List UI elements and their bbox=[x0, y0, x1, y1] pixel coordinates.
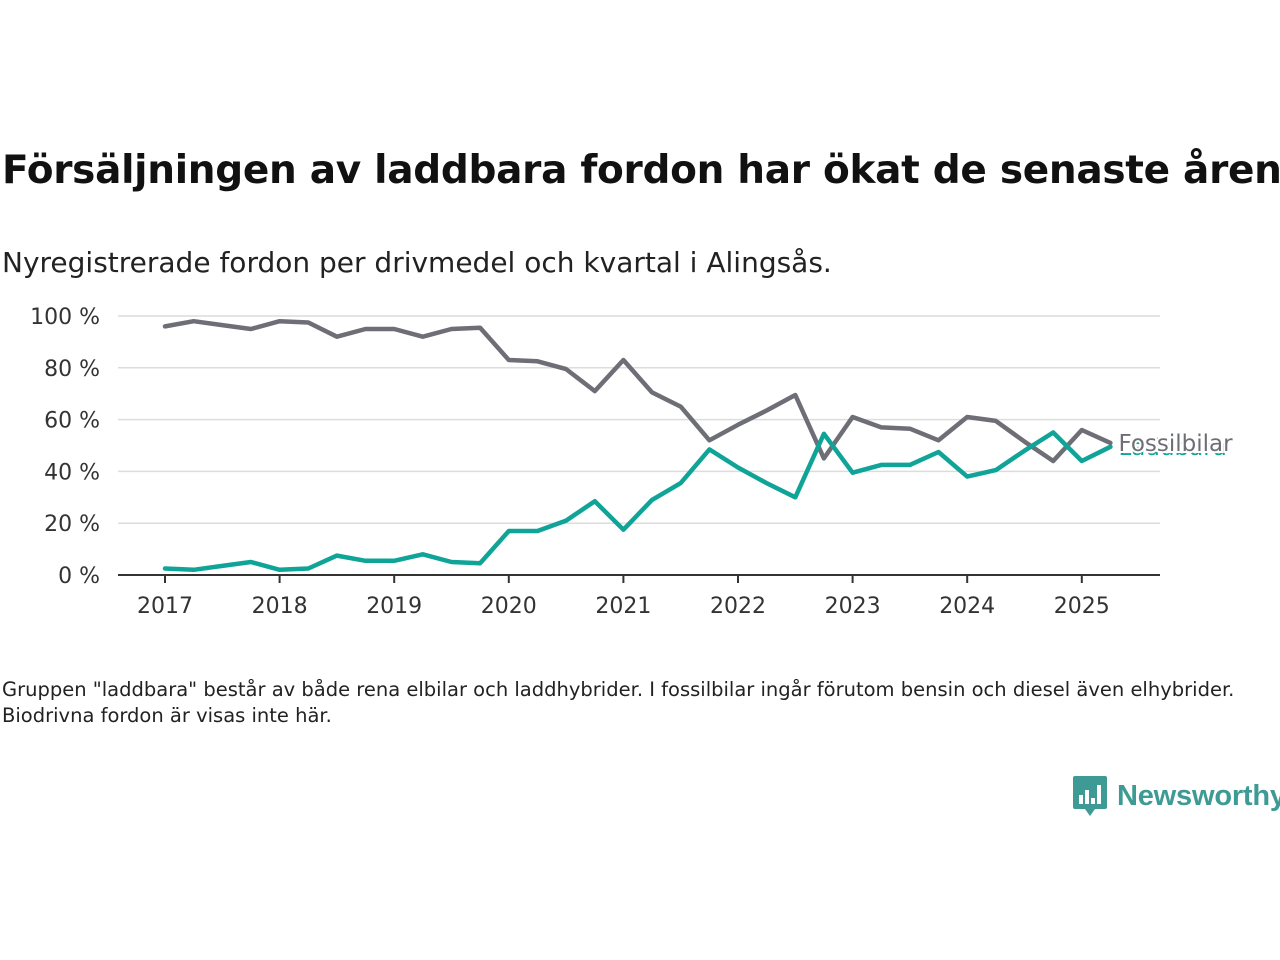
brand-name: Newsworthy bbox=[1117, 779, 1280, 812]
footnote: Gruppen "laddbara" består av både rena e… bbox=[2, 678, 1235, 727]
x-tick-label: 2021 bbox=[595, 594, 651, 619]
x-tick-label: 2020 bbox=[481, 594, 537, 619]
x-axis: 2017 2018 2019 2020 2021 2022 2023 2024 2025 bbox=[118, 574, 1160, 619]
x-tick-label: 2019 bbox=[366, 594, 422, 619]
series-label-laddbara: Laddbara bbox=[1118, 435, 1226, 461]
line-chart: 0 % 20 % 40 % 60 % 80 % 100 % 2017 2018 2019 202… bbox=[30, 305, 1235, 619]
y-tick-label: 0 % bbox=[58, 564, 100, 589]
bar-chart-speech-bubble-icon bbox=[1073, 776, 1107, 816]
y-tick-label: 80 % bbox=[44, 357, 100, 382]
y-tick-label: 40 % bbox=[44, 460, 100, 485]
x-tick-label: 2024 bbox=[939, 594, 995, 619]
grid-lines bbox=[118, 315, 1160, 524]
brand-logo[interactable]: Newsworthy bbox=[1073, 776, 1280, 816]
x-tick-label: 2017 bbox=[137, 594, 193, 619]
series-lines bbox=[162, 318, 1113, 573]
y-tick-label: 20 % bbox=[44, 512, 100, 537]
x-tick-label: 2023 bbox=[825, 594, 881, 619]
series-label-fossilbilar: Fossilbilar bbox=[1118, 431, 1233, 457]
x-tick-label: 2018 bbox=[252, 594, 308, 619]
y-tick-label: 100 % bbox=[30, 305, 100, 330]
series-line-laddbara bbox=[162, 430, 1113, 573]
x-tick-label: 2025 bbox=[1054, 594, 1110, 619]
x-tick-label: 2022 bbox=[710, 594, 766, 619]
series-line-fossilbilar bbox=[162, 318, 1113, 464]
chart-title: Försäljningen av laddbara fordon har öka… bbox=[2, 148, 1280, 193]
chart-subtitle: Nyregistrerade fordon per drivmedel och … bbox=[2, 246, 832, 279]
y-axis-tick-labels: 0 % 20 % 40 % 60 % 80 % 100 % bbox=[30, 305, 100, 589]
y-tick-label: 60 % bbox=[44, 409, 100, 434]
